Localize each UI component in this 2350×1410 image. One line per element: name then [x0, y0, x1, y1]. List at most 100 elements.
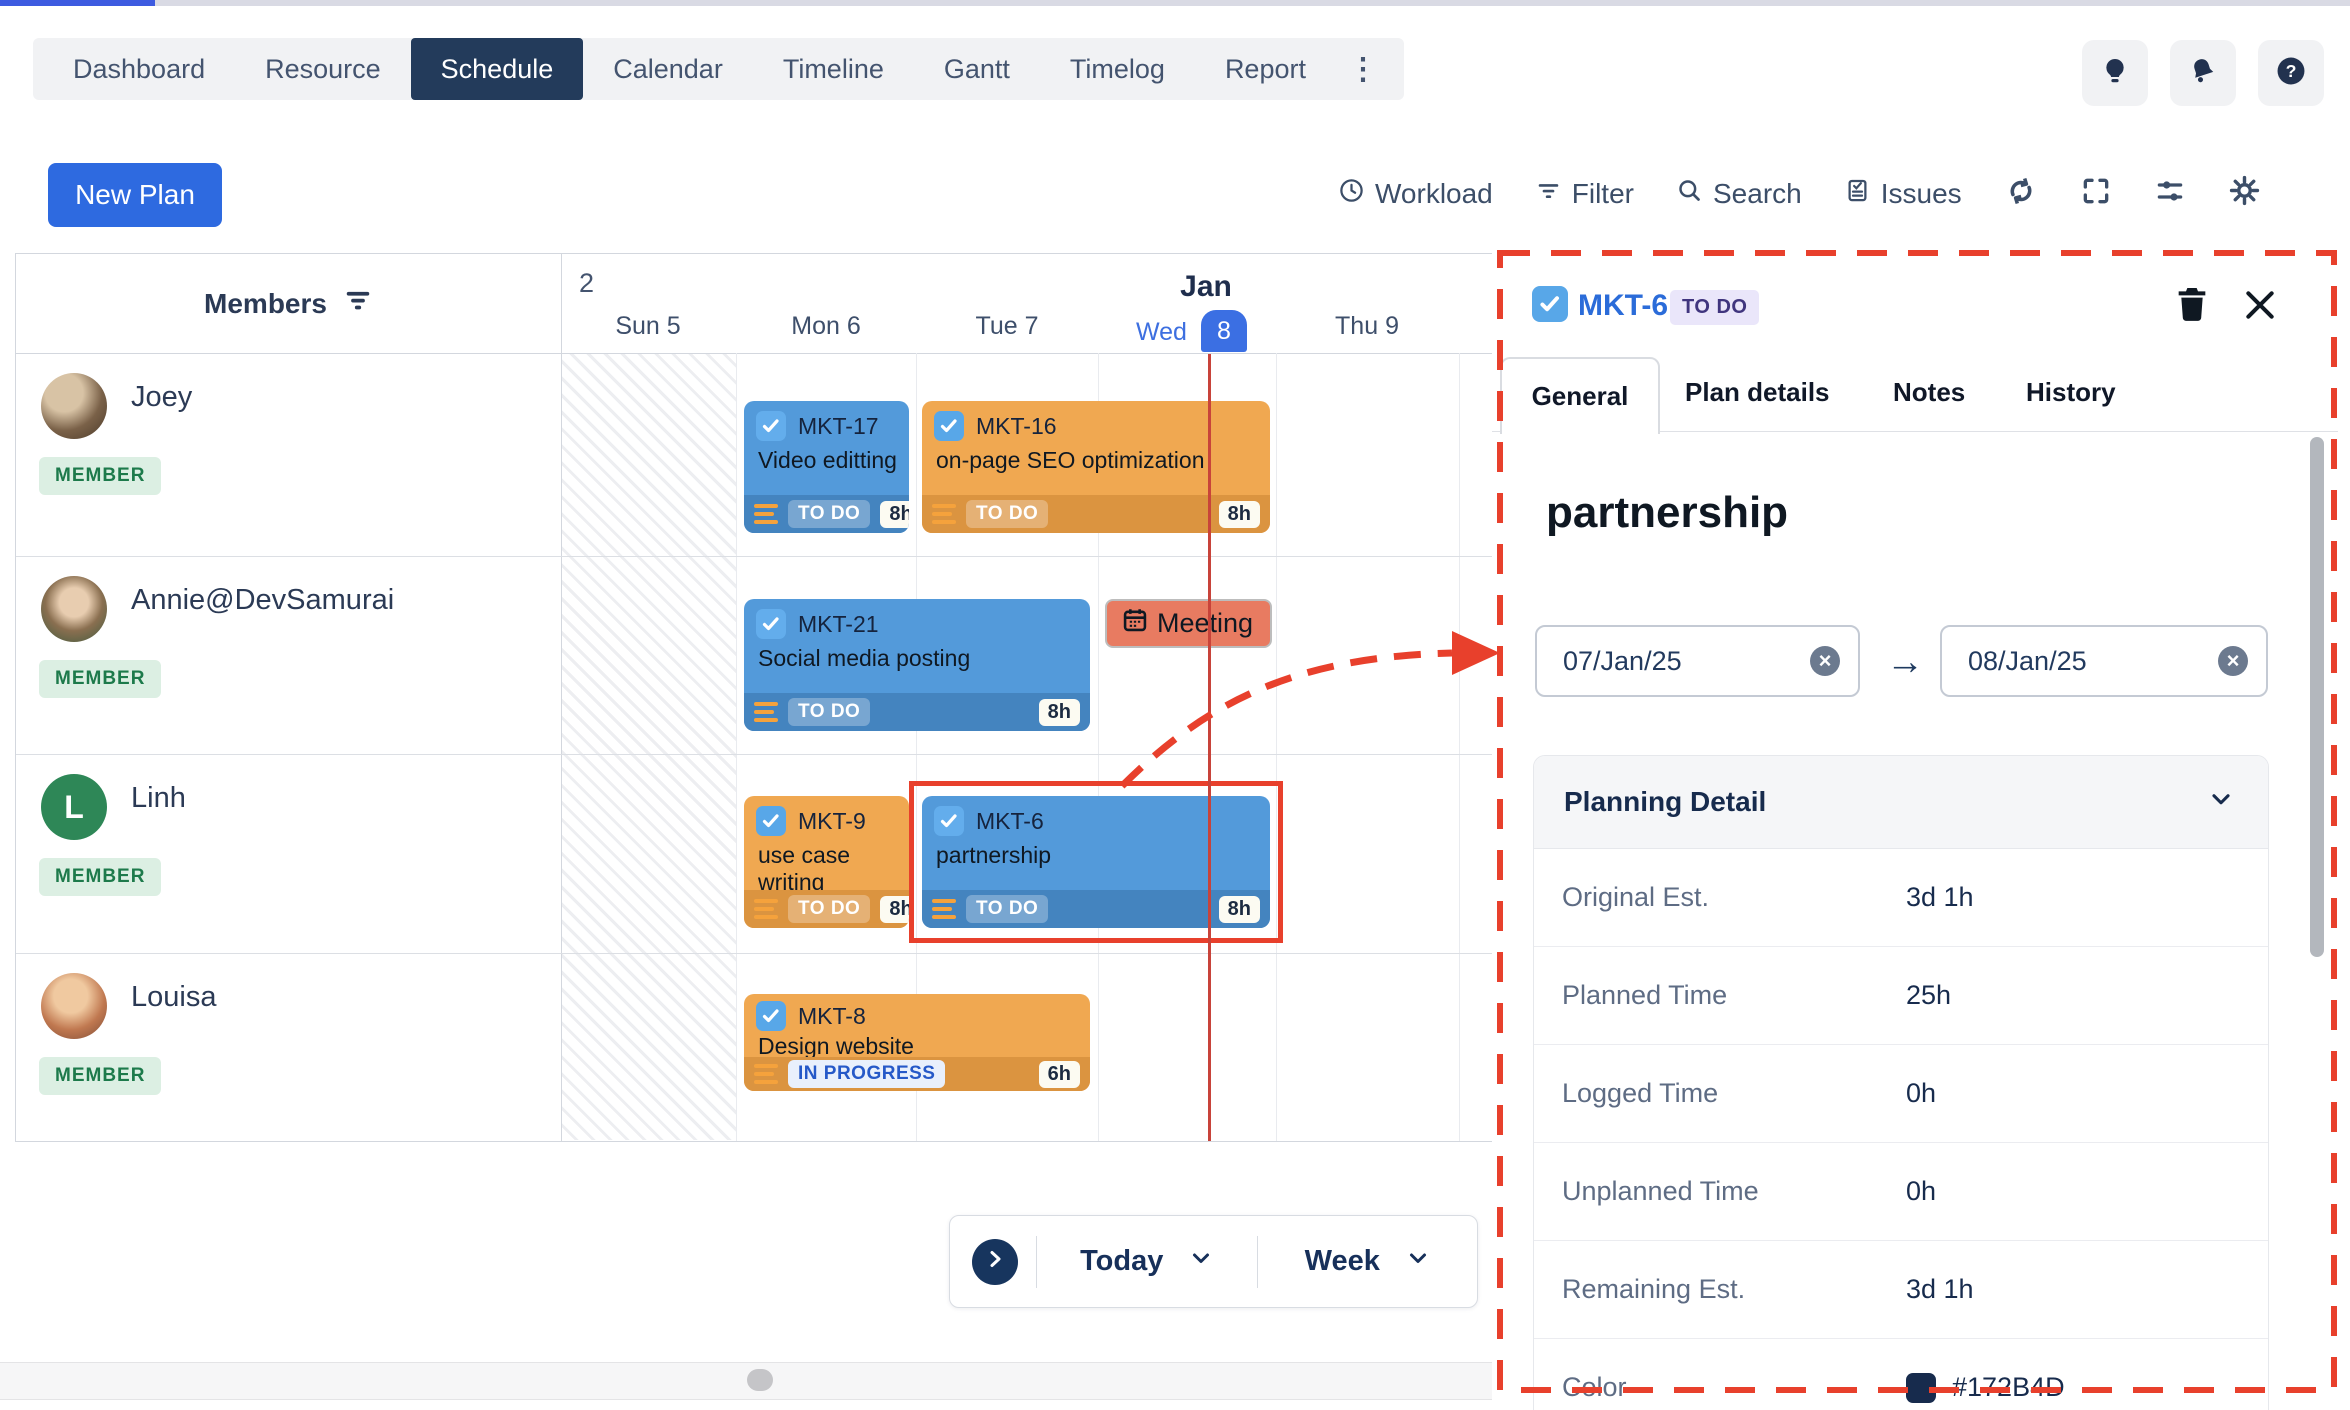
member-row-louisa[interactable]: Louisa MEMBER	[16, 953, 561, 1151]
meeting-event[interactable]: Meeting	[1105, 599, 1272, 648]
schedule-grid: Members 2 Jan Sun 5 Mon 6 Tue 7 Wed 8 Th…	[15, 253, 1494, 1142]
issues-label: Issues	[1880, 178, 1962, 209]
task-card-mkt-17[interactable]: MKT-17 Video editting TO DO 8h	[744, 401, 909, 533]
new-plan-button[interactable]: New Plan	[48, 163, 222, 227]
avatar	[41, 576, 107, 642]
tab-history[interactable]: History	[2026, 377, 2116, 407]
task-checkbox[interactable]	[756, 609, 786, 639]
chevron-down-icon	[1189, 1245, 1213, 1278]
end-date-field[interactable]: 08/Jan/25 ×	[1940, 625, 2268, 697]
main-nav: Dashboard Resource Schedule Calendar Tim…	[33, 38, 1404, 100]
svg-text:?: ?	[2286, 60, 2297, 80]
task-title[interactable]: partnership	[1546, 488, 1789, 537]
member-row-joey[interactable]: Joey MEMBER	[16, 353, 561, 551]
task-key: MKT-21	[798, 610, 879, 637]
tab-general[interactable]: General	[1500, 357, 1660, 434]
day-label-mon: Mon 6	[791, 312, 861, 340]
issues-button[interactable]: Issues	[1844, 177, 1962, 211]
task-checkbox[interactable]	[756, 806, 786, 836]
task-checkbox[interactable]	[1532, 286, 1568, 322]
range-label: Week	[1304, 1245, 1380, 1277]
member-role-badge: MEMBER	[39, 660, 162, 698]
day-label-thu: Thu 9	[1335, 312, 1399, 340]
task-hours: 6h	[1038, 1060, 1080, 1088]
nav-more-icon[interactable]: ⋮	[1347, 52, 1378, 86]
nav-tab-timelog[interactable]: Timelog	[1069, 53, 1165, 84]
today-line	[1208, 354, 1211, 1141]
task-key: MKT-17	[798, 412, 879, 439]
nav-tab-dashboard[interactable]: Dashboard	[73, 53, 206, 84]
nav-tab-calendar[interactable]: Calendar	[613, 53, 723, 84]
task-status: TO DO	[788, 500, 871, 528]
view-settings-button[interactable]	[2154, 175, 2186, 214]
close-button[interactable]	[2240, 285, 2280, 330]
delete-button[interactable]	[2172, 283, 2212, 328]
filter-button[interactable]: Filter	[1535, 177, 1634, 211]
range-select[interactable]: Week	[1258, 1245, 1478, 1278]
task-key: MKT-6	[976, 807, 1044, 834]
nav-tab-report[interactable]: Report	[1224, 53, 1306, 84]
loading-bar-fill	[0, 0, 155, 6]
refresh-button[interactable]	[2004, 174, 2038, 215]
clear-icon[interactable]: ×	[1810, 646, 1840, 676]
gear-icon	[2228, 174, 2261, 214]
nav-tab-resource[interactable]: Resource	[265, 53, 381, 84]
hint-button[interactable]	[2082, 40, 2148, 106]
fullscreen-button[interactable]	[2080, 175, 2112, 214]
detail-row-original-est: Original Est. 3d 1h	[1534, 849, 2268, 947]
task-checkbox[interactable]	[756, 1001, 786, 1031]
workload-label: Workload	[1375, 178, 1493, 209]
workload-button[interactable]: Workload	[1338, 177, 1493, 211]
task-card-mkt-16[interactable]: MKT-16 on-page SEO optimization TO DO 8h	[922, 401, 1270, 533]
members-header-label: Members	[204, 287, 327, 319]
horizontal-scrollbar[interactable]	[0, 1362, 1497, 1400]
member-row-annie[interactable]: Annie@DevSamurai MEMBER	[16, 556, 561, 754]
tab-plan-details[interactable]: Plan details	[1685, 377, 1830, 407]
tab-notes[interactable]: Notes	[1893, 377, 1966, 407]
lightbulb-icon	[2099, 55, 2131, 92]
task-checkbox[interactable]	[756, 411, 786, 441]
nav-tab-schedule[interactable]: Schedule	[410, 38, 584, 100]
task-status: TO DO	[966, 895, 1049, 923]
next-button[interactable]	[972, 1238, 1018, 1285]
start-date-field[interactable]: 07/Jan/25 ×	[1535, 625, 1860, 697]
notifications-button[interactable]	[2170, 40, 2236, 106]
clock-icon	[1338, 177, 1365, 211]
priority-icon	[932, 504, 956, 524]
nav-tab-gantt[interactable]: Gantt	[943, 53, 1010, 84]
detail-row-color: Color #172B4D	[1534, 1339, 2268, 1410]
task-card-mkt-21[interactable]: MKT-21 Social media posting TO DO 8h	[744, 599, 1090, 731]
task-status: TO DO	[966, 500, 1049, 528]
scrollbar-thumb[interactable]	[747, 1369, 773, 1391]
today-button[interactable]: Today	[1037, 1245, 1257, 1278]
task-hours: 8h	[880, 500, 909, 528]
task-status: TO DO	[788, 895, 871, 923]
task-checkbox[interactable]	[934, 411, 964, 441]
task-card-mkt-8[interactable]: MKT-8 Design website IN PROGRESS 6h	[744, 994, 1090, 1091]
today-label: Today	[1080, 1245, 1164, 1277]
search-label: Search	[1713, 178, 1802, 209]
search-button[interactable]: Search	[1676, 177, 1802, 211]
color-swatch[interactable]	[1906, 1372, 1936, 1403]
nav-tab-timeline[interactable]: Timeline	[782, 53, 884, 84]
task-card-mkt-9[interactable]: MKT-9 use case writing TO DO 8h	[744, 796, 909, 928]
settings-button[interactable]	[2228, 174, 2261, 214]
planning-detail-header[interactable]: Planning Detail	[1534, 756, 2268, 849]
task-card-mkt-6[interactable]: MKT-6 partnership TO DO 8h	[922, 796, 1270, 928]
help-button[interactable]: ?	[2258, 40, 2324, 106]
loading-bar-track	[0, 0, 2350, 6]
panel-task-key[interactable]: MKT-6	[1578, 289, 1668, 322]
issues-icon	[1844, 177, 1871, 211]
clear-icon[interactable]: ×	[2218, 646, 2248, 676]
member-role-badge: MEMBER	[39, 858, 162, 896]
task-key: MKT-8	[798, 1002, 866, 1029]
panel-scrollbar-thumb[interactable]	[2310, 437, 2324, 957]
schedule-toolbar: Workload Filter Search Issues	[1338, 165, 2261, 223]
task-summary: Video editting	[758, 447, 897, 473]
member-row-linh[interactable]: L Linh MEMBER	[16, 754, 561, 952]
members-filter-icon[interactable]	[343, 285, 373, 322]
member-role-badge: MEMBER	[39, 457, 162, 495]
day-label-sun: Sun 5	[615, 312, 681, 340]
task-checkbox[interactable]	[934, 806, 964, 836]
search-icon	[1676, 177, 1703, 211]
